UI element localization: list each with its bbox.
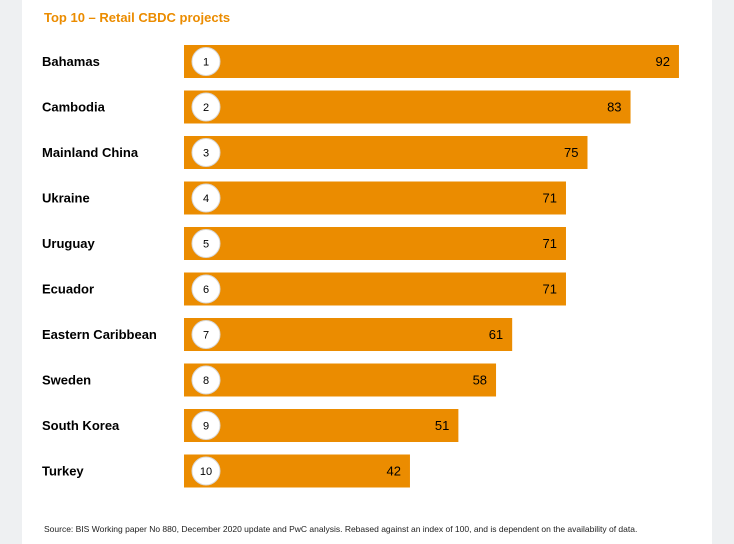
rank-badge	[191, 229, 221, 258]
rank-label: 1	[203, 57, 209, 69]
rank-label: 6	[203, 284, 209, 296]
category-label: Turkey	[42, 464, 84, 479]
value-label: 92	[655, 54, 669, 69]
rank-badge	[191, 183, 221, 213]
category-label: Cambodia	[42, 100, 106, 115]
rank-badge	[191, 365, 221, 395]
rank-label: 2	[203, 102, 209, 114]
rank-badge	[191, 274, 221, 304]
bar	[184, 454, 410, 488]
rank-label: 10	[200, 466, 212, 478]
bar	[184, 318, 513, 351]
bar	[184, 409, 459, 442]
value-label: 75	[564, 145, 578, 160]
bar	[184, 45, 679, 78]
rank-label: 3	[203, 148, 209, 160]
value-label: 71	[543, 236, 557, 251]
bar	[184, 90, 631, 124]
rank-badge	[191, 138, 221, 167]
bar	[184, 181, 566, 215]
rank-label: 5	[203, 239, 209, 251]
bar	[184, 136, 588, 169]
category-label: Ukraine	[42, 191, 90, 206]
category-label: Bahamas	[42, 54, 100, 69]
rank-label: 8	[203, 375, 209, 387]
rank-badge	[191, 411, 221, 440]
category-label: Uruguay	[42, 236, 96, 251]
value-label: 42	[386, 464, 400, 479]
value-label: 51	[435, 418, 449, 433]
source-note: Source: BIS Working paper No 880, Decemb…	[44, 524, 638, 534]
value-label: 83	[607, 100, 621, 115]
rank-badge	[191, 320, 221, 349]
rank-label: 9	[203, 421, 209, 433]
value-label: 58	[473, 373, 487, 388]
rank-badge	[191, 47, 221, 76]
chart-title: Top 10 – Retail CBDC projects	[44, 10, 231, 25]
rank-label: 7	[203, 330, 209, 342]
bar	[184, 227, 566, 260]
rank-badge	[191, 456, 221, 486]
category-label: Eastern Caribbean	[42, 327, 157, 342]
category-label: South Korea	[42, 418, 120, 433]
value-label: 71	[543, 191, 557, 206]
bar	[184, 272, 566, 306]
rank-label: 4	[203, 193, 209, 205]
category-label: Ecuador	[42, 282, 94, 297]
value-label: 61	[489, 327, 503, 342]
bar	[184, 363, 497, 397]
category-label: Sweden	[42, 373, 91, 388]
category-label: Mainland China	[42, 145, 139, 160]
value-label: 71	[543, 282, 557, 297]
rank-badge	[191, 92, 221, 122]
